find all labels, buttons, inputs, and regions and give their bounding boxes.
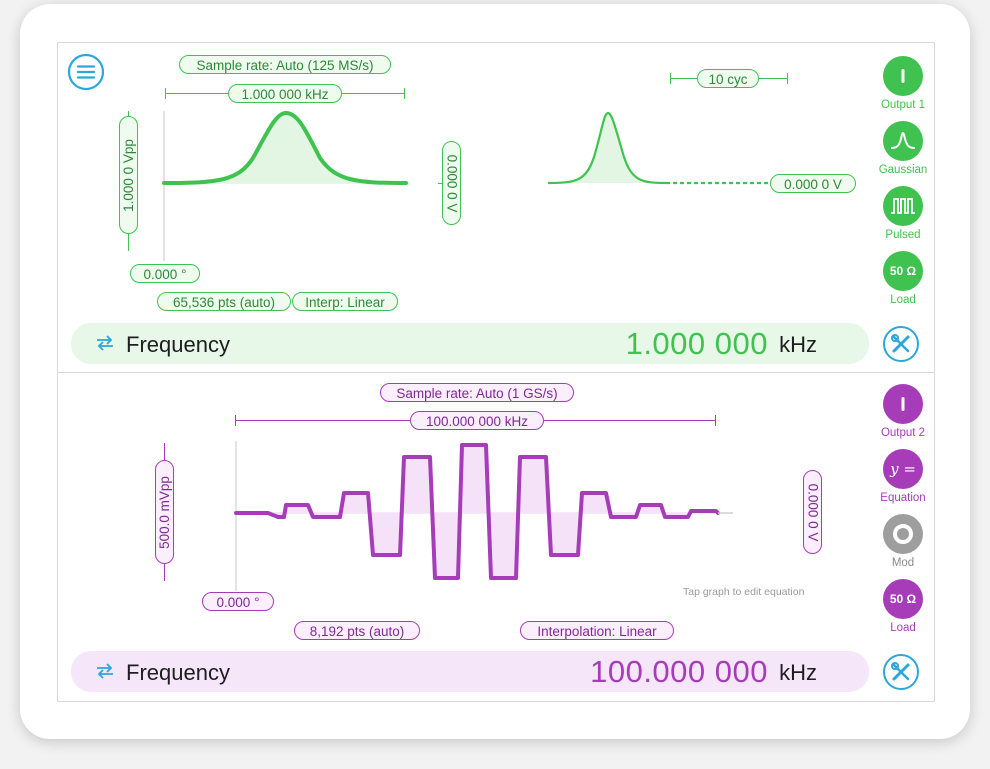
ch1-waveform-type-label: Gaussian [878, 164, 928, 176]
hamburger-menu-icon [67, 53, 105, 91]
ch1-burst-tick-left [670, 73, 672, 84]
ch2-edit-hint: Tap graph to edit equation [683, 586, 805, 598]
ch2-waveform-type-label: Equation [880, 492, 926, 504]
ch1-settings-button[interactable] [883, 326, 919, 362]
ch1-sample-rate-pill[interactable]: Sample rate: Auto (125 MS/s) [179, 55, 391, 74]
ch1-frequency-value[interactable]: 1.000 000 [625, 326, 768, 361]
ch2-period-pill[interactable]: 100.000 000 kHz [410, 411, 544, 430]
ch1-output-button[interactable] [883, 56, 923, 96]
tools-icon [891, 662, 910, 681]
ch1-period-pill[interactable]: 1.000 000 kHz [228, 84, 342, 103]
channel-2-panel: Sample rate: Auto (1 GS/s) 100.000 000 k… [58, 373, 934, 701]
ch2-load-label: Load [890, 622, 916, 634]
ch2-frequency-value[interactable]: 100.000 000 [590, 654, 768, 689]
ch1-amplitude-label: 1.000 0 Vpp [121, 138, 137, 212]
ch1-mode-button[interactable] [883, 186, 923, 226]
tools-icon [891, 334, 910, 353]
ch1-amplitude-pill[interactable]: 1.000 0 Vpp [119, 116, 138, 234]
ch1-waveform-graph[interactable] [158, 103, 413, 263]
ch2-load-button[interactable]: 50 Ω [883, 579, 923, 619]
ch1-offset-pill[interactable]: 0.000 0 V [442, 141, 461, 225]
ch1-burst-cycles-pill[interactable]: 10 cyc [697, 69, 759, 88]
ch2-waveform-graph[interactable] [228, 433, 748, 593]
ch1-mode-label: Pulsed [885, 229, 921, 241]
pulse-train-icon [891, 198, 915, 214]
ch2-period-tick-left [235, 415, 237, 426]
ch2-frequency-bar[interactable]: Frequency 100.000 000 kHz [71, 651, 869, 692]
ch1-points-pill[interactable]: 65,536 pts (auto) [157, 292, 291, 311]
ch2-amplitude-pill[interactable]: 500.0 mVpp [155, 460, 174, 564]
equation-icon: y = [890, 460, 916, 478]
ch1-idle-level-pill[interactable]: 0.000 0 V [770, 174, 856, 193]
channel-divider [58, 372, 934, 373]
ch2-phase-pill[interactable]: 0.000 ° [202, 592, 274, 611]
ch2-sample-rate-pill[interactable]: Sample rate: Auto (1 GS/s) [380, 383, 574, 402]
ch2-waveform-type-button[interactable]: y = [883, 449, 923, 489]
ch2-amplitude-label: 500.0 mVpp [157, 475, 172, 549]
ch1-burst-preview [547, 111, 772, 185]
ch2-offset-label: 0.000 0 V [805, 483, 821, 541]
modulation-ring-icon [893, 524, 913, 544]
ch1-interpolation-pill[interactable]: Interp: Linear [292, 292, 398, 311]
ch1-phase-pill[interactable]: 0.000 ° [130, 264, 200, 283]
ch1-waveform-type-button[interactable] [883, 121, 923, 161]
ch2-frequency-label: Frequency [126, 660, 230, 685]
ch2-period-tick-right [715, 415, 717, 426]
ch1-offset-label: 0.000 0 V [444, 154, 460, 212]
app-screen: Sample rate: Auto (125 MS/s) 1.000 000 k… [57, 42, 935, 702]
ch2-modulation-button[interactable] [883, 514, 923, 554]
channel-1-panel: Sample rate: Auto (125 MS/s) 1.000 000 k… [58, 43, 934, 372]
swap-arrows-icon [97, 335, 113, 351]
ch1-period-tick-right [404, 88, 406, 99]
gaussian-icon [890, 131, 916, 149]
ch1-load-label: Load [890, 294, 916, 306]
power-icon [901, 69, 905, 83]
ch2-settings-button[interactable] [883, 654, 919, 690]
menu-button[interactable] [67, 53, 105, 91]
ch1-frequency-bar[interactable]: Frequency 1.000 000 kHz [71, 323, 869, 364]
ch2-modulation-label: Mod [891, 557, 915, 569]
power-icon [901, 397, 905, 411]
ch1-period-tick-left [165, 88, 167, 99]
ch2-points-pill[interactable]: 8,192 pts (auto) [294, 621, 420, 640]
ch1-output-label: Output 1 [880, 99, 926, 111]
load-50-ohm-icon: 50 Ω [889, 592, 917, 606]
ch1-burst-tick-right [787, 73, 789, 84]
ch1-load-button[interactable]: 50 Ω [883, 251, 923, 291]
load-50-ohm-icon: 50 Ω [889, 264, 917, 278]
ch2-offset-pill[interactable]: 0.000 0 V [803, 470, 822, 554]
ch2-interpolation-pill[interactable]: Interpolation: Linear [520, 621, 674, 640]
ch2-output-label: Output 2 [880, 427, 926, 439]
ch2-output-button[interactable] [883, 384, 923, 424]
ch2-frequency-unit[interactable]: kHz [779, 660, 817, 685]
ch1-frequency-label: Frequency [126, 332, 230, 357]
swap-arrows-icon [97, 663, 113, 679]
ch1-frequency-unit[interactable]: kHz [779, 332, 817, 357]
